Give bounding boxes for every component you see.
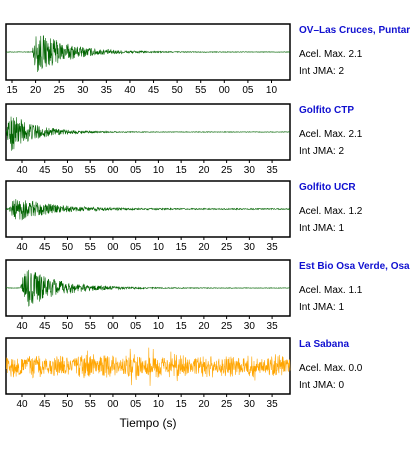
tick-label: 40	[16, 321, 28, 332]
station-name: Golfito CTP	[299, 105, 354, 116]
panel-3: 40 45 50 55 00 05 10 15 20 25 30 35 Est Bio Osa Verd…	[5, 259, 410, 332]
acel-max-label: Acel. Max. 1.1	[299, 285, 363, 296]
waveform-line	[5, 35, 291, 73]
tick-label: 45	[39, 321, 51, 332]
tick-label: 30	[77, 85, 89, 96]
tick-label: 05	[130, 321, 142, 332]
tick-label: 05	[242, 85, 254, 96]
tick-label: 35	[101, 85, 113, 96]
waveform-line	[5, 347, 291, 386]
panel-0: 15 20 25 30 35 40 45 50 55 00 05 10 OV–Las Cruces, P…	[5, 23, 410, 96]
panel-1: 40 45 50 55 00 05 10 15 20 25 30 35 Golfito CTP Acel.…	[5, 103, 363, 176]
station-name: Est Bio Osa Verde, Osa	[299, 261, 410, 272]
tick-label: 35	[267, 242, 279, 253]
tick-label: 50	[62, 165, 74, 176]
tick-label: 50	[62, 321, 74, 332]
tick-label: 15	[176, 242, 188, 253]
tick-label: 15	[176, 399, 188, 410]
tick-label: 00	[107, 321, 119, 332]
tick-label: 35	[267, 399, 279, 410]
tick-label: 05	[130, 165, 142, 176]
tick-label: 40	[16, 399, 28, 410]
panel-2: 40 45 50 55 00 05 10 15 20 25 30 35 Golfito UCR Acel.…	[5, 180, 363, 253]
tick-label: 35	[267, 165, 279, 176]
tick-label: 05	[130, 399, 142, 410]
station-name: La Sabana	[299, 339, 349, 350]
tick-label: 20	[198, 321, 210, 332]
tick-label: 45	[39, 165, 51, 176]
tick-label: 25	[221, 242, 233, 253]
tick-label: 10	[266, 85, 278, 96]
tick-label: 40	[16, 165, 28, 176]
tick-label: 20	[198, 242, 210, 253]
tick-label: 20	[30, 85, 42, 96]
acel-max-label: Acel. Max. 1.2	[299, 206, 363, 217]
waveform-line	[5, 116, 291, 151]
jma-intensity-label: Int JMA: 0	[299, 380, 344, 391]
tick-label: 45	[148, 85, 160, 96]
panel-4: 40 45 50 55 00 05 10 15 20 25 30 35 La Sabana Acel. M…	[5, 337, 363, 410]
tick-label: 55	[85, 321, 97, 332]
tick-label: 50	[62, 242, 74, 253]
acel-max-label: Acel. Max. 0.0	[299, 363, 363, 374]
station-name: OV–Las Cruces, Puntar	[299, 25, 410, 36]
tick-label: 25	[221, 165, 233, 176]
tick-label: 25	[221, 321, 233, 332]
tick-label: 25	[54, 85, 66, 96]
tick-label: 30	[244, 321, 256, 332]
waveform-line	[5, 269, 291, 307]
tick-label: 50	[172, 85, 184, 96]
x-axis-label: Tiempo (s)	[120, 416, 177, 430]
waveform-line	[5, 199, 291, 221]
tick-label: 55	[85, 165, 97, 176]
tick-label: 55	[85, 242, 97, 253]
tick-label: 40	[124, 85, 136, 96]
jma-intensity-label: Int JMA: 1	[299, 302, 344, 313]
tick-label: 05	[130, 242, 142, 253]
jma-intensity-label: Int JMA: 2	[299, 146, 344, 157]
tick-label: 00	[107, 242, 119, 253]
tick-label: 00	[107, 165, 119, 176]
tick-label: 10	[153, 321, 165, 332]
acel-max-label: Acel. Max. 2.1	[299, 129, 363, 140]
tick-label: 10	[153, 399, 165, 410]
tick-label: 00	[219, 85, 231, 96]
tick-label: 10	[153, 242, 165, 253]
tick-label: 30	[244, 399, 256, 410]
tick-label: 35	[267, 321, 279, 332]
tick-label: 45	[39, 399, 51, 410]
tick-label: 30	[244, 165, 256, 176]
tick-label: 15	[176, 165, 188, 176]
tick-label: 45	[39, 242, 51, 253]
jma-intensity-label: Int JMA: 1	[299, 223, 344, 234]
panels-group: 15 20 25 30 35 40 45 50 55 00 05 10 OV–Las Cruces, P…	[5, 23, 410, 410]
acel-max-label: Acel. Max. 2.1	[299, 49, 363, 60]
station-name: Golfito UCR	[299, 182, 356, 193]
tick-label: 55	[85, 399, 97, 410]
tick-label: 50	[62, 399, 74, 410]
tick-label: 00	[107, 399, 119, 410]
tick-label: 30	[244, 242, 256, 253]
tick-label: 10	[153, 165, 165, 176]
tick-label: 15	[6, 85, 18, 96]
tick-label: 15	[176, 321, 188, 332]
tick-label: 55	[195, 85, 207, 96]
tick-label: 40	[16, 242, 28, 253]
tick-label: 20	[198, 399, 210, 410]
tick-label: 25	[221, 399, 233, 410]
jma-intensity-label: Int JMA: 2	[299, 66, 344, 77]
panel-frame	[5, 180, 291, 238]
tick-label: 20	[198, 165, 210, 176]
